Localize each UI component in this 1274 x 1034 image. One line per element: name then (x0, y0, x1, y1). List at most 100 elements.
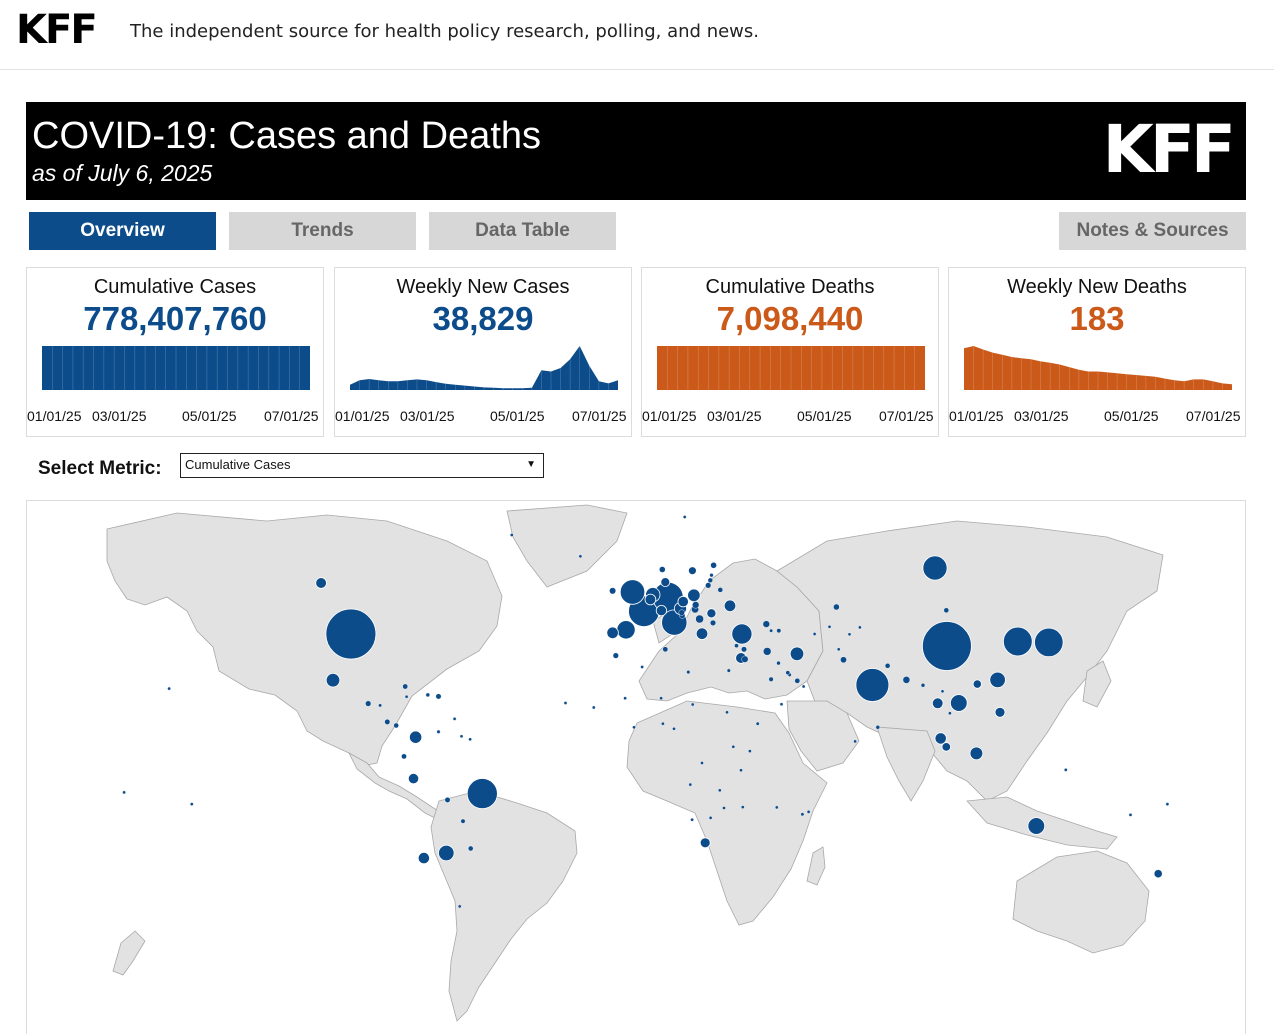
map-bubble-finland[interactable] (710, 562, 717, 569)
map-bubble-oman[interactable] (801, 684, 806, 689)
map-bubble-spain[interactable] (616, 620, 636, 640)
map-bubble-namibia[interactable] (690, 817, 694, 822)
map-bubble-maldives[interactable] (853, 739, 857, 744)
map-bubble-mali[interactable] (623, 696, 627, 700)
tab-notes-sources[interactable]: Notes & Sources (1059, 212, 1246, 250)
map-bubble-angola[interactable] (688, 782, 693, 787)
map-bubble-philippines[interactable] (994, 706, 1006, 718)
map-bubble-ghana[interactable] (632, 725, 636, 730)
map-bubble-pakistan[interactable] (840, 656, 847, 664)
map-bubble-zimbabwe[interactable] (722, 806, 726, 810)
map-bubble-cuba[interactable] (402, 683, 409, 690)
map-bubble-botswana[interactable] (708, 816, 713, 820)
map-bubble-uganda[interactable] (731, 744, 736, 749)
map-bubble-algeria[interactable] (640, 665, 644, 669)
map-bubble-poland[interactable] (687, 588, 701, 603)
map-bubble-turkmenistan[interactable] (812, 632, 817, 636)
map-bubble-dr-congo[interactable] (700, 761, 704, 765)
map-bubble-fiji[interactable] (1165, 802, 1170, 806)
map-bubble-kenya[interactable] (748, 749, 752, 753)
map-bubble-falklands[interactable] (457, 904, 462, 909)
map-bubble-panama[interactable] (393, 722, 399, 729)
map-bubble-bahrain[interactable] (785, 670, 791, 675)
map-bubble-new-caledonia[interactable] (1128, 813, 1133, 817)
map-bubble-venezuela[interactable] (436, 729, 441, 734)
map-bubble-cameroon[interactable] (672, 726, 676, 731)
map-bubble-argentina[interactable] (438, 844, 455, 862)
map-bubble-hawaii[interactable] (167, 686, 171, 691)
map-bubble-nigeria[interactable] (661, 721, 665, 726)
map-bubble-malaysia[interactable] (934, 732, 947, 745)
map-bubble-nepal[interactable] (884, 663, 891, 669)
map-bubble-peru[interactable] (407, 772, 420, 785)
map-bubble-iraq[interactable] (763, 647, 772, 656)
map-bubble-georgia[interactable] (762, 620, 770, 628)
map-bubble-uzbekistan[interactable] (827, 625, 832, 629)
map-bubble-new-zealand[interactable] (1153, 869, 1163, 878)
map-bubble-iceland[interactable] (578, 554, 583, 559)
map-bubble-guyana[interactable] (459, 734, 464, 739)
map-bubble-denmark[interactable] (660, 577, 671, 587)
map-bubble-morocco[interactable] (612, 652, 619, 659)
map-bubble-greece[interactable] (695, 627, 709, 640)
map-bubble-sweden[interactable] (688, 566, 697, 576)
map-bubble-trinidad[interactable] (452, 717, 457, 721)
map-bubble-czechia[interactable] (677, 595, 689, 608)
map-bubble-south-korea[interactable] (1002, 626, 1033, 657)
map-bubble-china[interactable] (922, 621, 972, 671)
map-bubble-jordan[interactable] (741, 655, 749, 663)
map-bubble-south-africa[interactable] (699, 837, 711, 849)
map-bubble-saudi-arabia[interactable] (768, 676, 774, 682)
map-bubble-kyrgyzstan[interactable] (858, 625, 862, 630)
map-bubble-russia[interactable] (922, 555, 948, 581)
map-bubble-azerbaijan[interactable] (776, 628, 782, 634)
map-bubble-latvia[interactable] (707, 577, 713, 583)
map-bubble-turkey[interactable] (731, 623, 753, 645)
map-bubble-iran[interactable] (789, 646, 805, 662)
map-bubble-india[interactable] (855, 668, 890, 702)
map-bubble-afghanistan[interactable] (836, 647, 841, 652)
map-bubble-switzerland[interactable] (655, 605, 668, 617)
map-bubble-ecuador[interactable] (401, 753, 407, 760)
map-bubble-zambia[interactable] (718, 788, 722, 793)
map-bubble-puerto-rico[interactable] (435, 693, 442, 700)
map-bubble-bulgaria[interactable] (710, 619, 717, 626)
map-bubble-serbia[interactable] (695, 614, 704, 624)
map-bubble-ireland[interactable] (609, 587, 616, 595)
map-bubble-niger[interactable] (659, 696, 663, 700)
map-bubble-reunion[interactable] (800, 812, 805, 817)
tab-trends[interactable]: Trends (229, 212, 416, 250)
map-bubble-tanzania[interactable] (739, 768, 743, 773)
map-bubble-belgium[interactable] (644, 593, 657, 606)
map-bubble-portugal[interactable] (606, 626, 619, 640)
map-bubble-kazakhstan[interactable] (833, 603, 840, 611)
map-bubble-colombia[interactable] (408, 730, 423, 744)
tab-overview[interactable]: Overview (29, 212, 216, 250)
map-bubble-cabo-verde[interactable] (563, 701, 568, 705)
map-bubble-chad[interactable] (690, 702, 695, 707)
map-bubble-bolivia[interactable] (444, 796, 451, 803)
map-bubble-laos[interactable] (940, 689, 945, 694)
map-bubble-uae[interactable] (794, 677, 801, 684)
map-bubble-norway[interactable] (659, 566, 666, 573)
tab-data-table[interactable]: Data Table (429, 212, 616, 250)
map-bubble-ethiopia[interactable] (755, 721, 760, 726)
map-bubble-guatemala[interactable] (365, 700, 372, 707)
map-bubble-ukraine[interactable] (723, 599, 737, 613)
map-bubble-taiwan[interactable] (989, 671, 1006, 689)
map-bubble-honduras[interactable] (378, 703, 382, 708)
map-bubble-belarus[interactable] (717, 587, 723, 593)
map-bubble-united-states[interactable] (325, 608, 377, 660)
map-bubble-slovakia[interactable] (692, 601, 700, 609)
map-bubble-australia[interactable] (1027, 817, 1046, 835)
map-bubble-paraguay[interactable] (460, 818, 466, 824)
map-bubble-singapore[interactable] (941, 742, 952, 752)
map-bubble-yemen[interactable] (779, 702, 784, 706)
map-bubble-svalbard[interactable] (682, 515, 687, 519)
map-bubble-slovenia[interactable] (678, 609, 685, 616)
map-bubble-armenia[interactable] (769, 628, 773, 633)
map-bubble-mauritius[interactable] (806, 810, 811, 814)
map-bubble-kuwait[interactable] (776, 660, 781, 666)
map-bubble-mongolia[interactable] (943, 607, 949, 614)
map-bubble-samoa[interactable] (122, 790, 126, 795)
